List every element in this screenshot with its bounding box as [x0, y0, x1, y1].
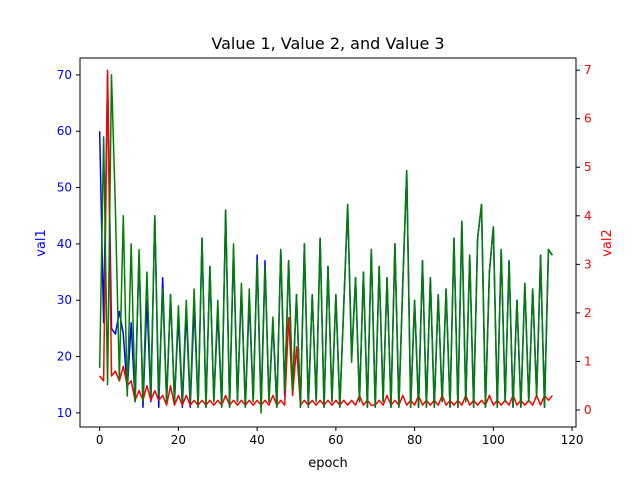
- x-tick-label-4: 80: [407, 433, 422, 447]
- x-tick-label-0: 0: [96, 433, 104, 447]
- x-tick-label-2: 40: [250, 433, 265, 447]
- x-tick-label-3: 60: [328, 433, 343, 447]
- y-axis-label-left: val1: [34, 229, 49, 257]
- y-right-tick-label-3: 3: [584, 257, 592, 271]
- val2-line: [99, 69, 553, 406]
- x-tick-label-1: 20: [171, 433, 186, 447]
- y-left-tick-label-1: 20: [57, 350, 72, 364]
- y-left-tick-label-5: 60: [57, 124, 72, 138]
- y-left-tick-label-4: 50: [57, 181, 72, 195]
- y-right-tick-label-6: 6: [584, 112, 592, 126]
- y-axis-label-right: val2: [600, 229, 615, 257]
- val3-line: [98, 74, 553, 414]
- x-axis-ticks: 0 20 40 60 80 100 120: [96, 427, 584, 447]
- y-axis-ticks-right: 0 1 2 3 4 5 6 7: [576, 63, 592, 417]
- y-left-tick-label-6: 70: [57, 68, 72, 82]
- x-axis-label: epoch: [308, 456, 348, 471]
- y-left-tick-label-3: 40: [57, 237, 72, 251]
- chart-title: Value 1, Value 2, and Value 3: [211, 34, 444, 53]
- x-tick-label-5: 100: [482, 433, 505, 447]
- plot-area: [98, 69, 553, 414]
- y-left-tick-label-0: 10: [57, 406, 72, 420]
- y-right-tick-label-2: 2: [584, 306, 592, 320]
- y-right-tick-label-1: 1: [584, 354, 592, 368]
- y-right-tick-label-0: 0: [584, 403, 592, 417]
- y-right-tick-label-4: 4: [584, 209, 592, 223]
- y-right-tick-label-7: 7: [584, 63, 592, 77]
- y-right-tick-label-5: 5: [584, 160, 592, 174]
- y-left-tick-label-2: 30: [57, 293, 72, 307]
- x-tick-label-6: 120: [561, 433, 584, 447]
- axes-frame: [79, 57, 577, 428]
- y-axis-ticks-left: 10 20 30 40 50 60 70: [57, 68, 80, 420]
